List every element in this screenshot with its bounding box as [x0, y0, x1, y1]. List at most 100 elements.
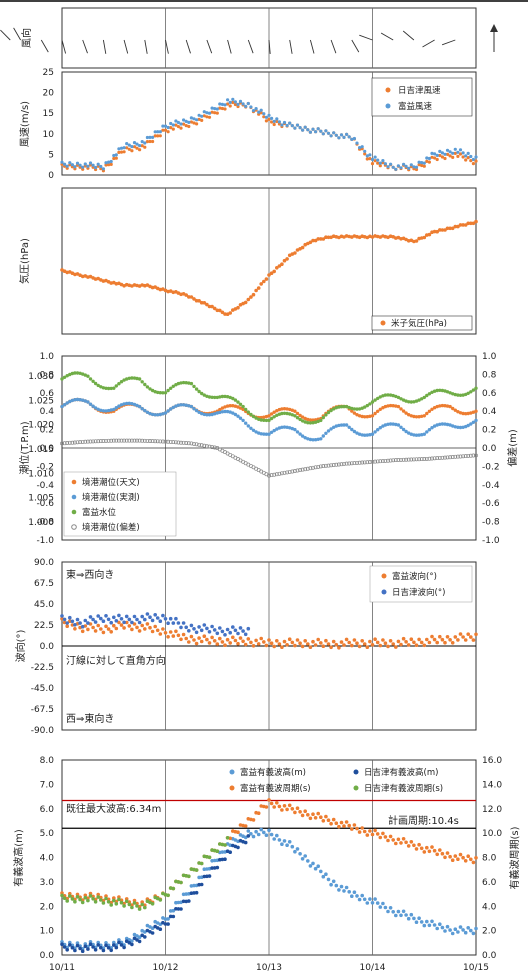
- data-point: [342, 461, 346, 466]
- data-point: [368, 897, 372, 901]
- data-point: [383, 162, 387, 166]
- data-point: [453, 224, 458, 229]
- data-point: [218, 626, 222, 630]
- data-point: [161, 613, 165, 618]
- data-point: [308, 130, 312, 134]
- data-point: [62, 945, 67, 949]
- data-point: [360, 145, 364, 149]
- data-point: [143, 930, 147, 934]
- data-point: [298, 641, 302, 645]
- data-point: [254, 107, 258, 111]
- data-point: [60, 404, 64, 409]
- data-point: [308, 421, 313, 425]
- data-point: [435, 153, 439, 157]
- data-point: [275, 409, 279, 413]
- data-point: [337, 423, 341, 428]
- data-point: [220, 850, 225, 854]
- data-point: [363, 152, 367, 156]
- data-point: [189, 116, 193, 120]
- data-point: [192, 121, 196, 125]
- data-point: [112, 156, 116, 161]
- data-point: [414, 399, 419, 403]
- data-point: [334, 406, 338, 410]
- data-point: [324, 129, 328, 133]
- data-point: [161, 128, 165, 132]
- data-point: [200, 411, 204, 416]
- data-point: [468, 453, 473, 458]
- data-point: [238, 406, 243, 410]
- data-point: [86, 374, 90, 378]
- legend-label: 日吉津波向(°): [392, 587, 445, 598]
- data-point: [440, 151, 444, 155]
- data-point: [409, 400, 413, 404]
- data-point: [321, 237, 326, 241]
- data-point: [270, 120, 274, 124]
- data-point: [202, 623, 207, 627]
- data-point: [288, 121, 292, 125]
- y-tick-label: 1.0: [40, 352, 55, 362]
- data-point: [140, 407, 144, 411]
- data-point: [321, 819, 326, 823]
- data-point: [360, 893, 365, 898]
- data-point: [417, 916, 421, 920]
- data-point: [243, 300, 248, 305]
- data-point: [451, 406, 455, 411]
- y2-tick-label: 12.0: [482, 805, 502, 815]
- data-point: [125, 142, 129, 146]
- legend-marker: [381, 589, 387, 595]
- data-point: [370, 432, 375, 436]
- data-point: [199, 628, 204, 633]
- x-tick-label: 10/13: [256, 963, 282, 973]
- data-point: [169, 386, 173, 390]
- data-point: [471, 453, 476, 458]
- data-point: [445, 455, 450, 460]
- data-point: [376, 161, 380, 165]
- data-point: [225, 404, 230, 408]
- data-point: [116, 438, 121, 443]
- data-point: [130, 402, 134, 406]
- data-point: [138, 148, 142, 152]
- data-point: [401, 427, 406, 432]
- data-point: [104, 438, 108, 443]
- data-point: [117, 613, 121, 618]
- data-point: [388, 639, 393, 643]
- data-point: [313, 420, 318, 424]
- data-point: [98, 439, 103, 444]
- data-point: [166, 130, 170, 134]
- data-point: [78, 440, 83, 445]
- y2-tick-label: 2.0: [482, 927, 497, 937]
- data-point: [78, 621, 82, 625]
- data-point: [313, 465, 318, 470]
- data-point: [326, 410, 331, 415]
- data-point: [334, 883, 339, 888]
- data-point: [280, 645, 284, 649]
- data-point: [246, 637, 251, 641]
- data-point: [259, 111, 263, 115]
- data-point: [163, 411, 168, 415]
- wind-arrow: [289, 39, 293, 54]
- data-point: [143, 935, 147, 939]
- data-point: [414, 165, 419, 169]
- data-point: [125, 401, 129, 406]
- data-point: [168, 616, 173, 621]
- data-point: [166, 409, 170, 413]
- data-point: [125, 146, 129, 150]
- data-point: [445, 851, 450, 855]
- data-point: [259, 282, 264, 286]
- data-point: [122, 150, 126, 154]
- data-point: [124, 614, 129, 619]
- data-point: [342, 889, 346, 893]
- data-point: [213, 412, 217, 416]
- data-point: [176, 381, 181, 386]
- data-point: [373, 411, 377, 416]
- data-point: [332, 425, 336, 429]
- data-point: [199, 639, 204, 644]
- data-point: [427, 232, 432, 237]
- data-point: [339, 462, 344, 467]
- data-point: [156, 130, 160, 134]
- data-point: [73, 623, 77, 627]
- y2-tick-label: 6.0: [482, 878, 497, 888]
- data-point: [187, 120, 191, 124]
- data-point: [450, 226, 455, 231]
- data-point: [409, 457, 414, 462]
